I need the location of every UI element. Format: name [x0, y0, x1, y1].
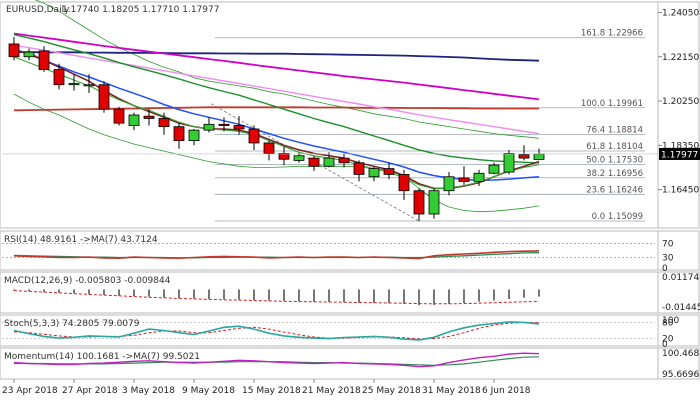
macd-label: MACD(12,26,9) -0.005803 -0.009844 — [4, 276, 171, 286]
rsi-tick-label: 70 — [662, 240, 674, 250]
candle-bearish — [338, 157, 350, 164]
momentum-label: Momentum(14) 100.1681 ->MA(7) 99.5021 — [4, 352, 200, 362]
candle-bearish — [278, 153, 290, 160]
candle-bearish — [113, 108, 125, 124]
fib-level-label: 161.8 1.22966 — [581, 29, 643, 39]
chart-title: EURUSD,Daily — [6, 5, 70, 15]
momentum-tick-label: 95.6696 — [662, 370, 699, 380]
current-price-tag — [659, 147, 700, 160]
date-tick-label: 15 May 2018 — [242, 386, 301, 396]
candle-bearish — [8, 43, 20, 58]
candle-bullish — [293, 155, 305, 161]
candle-bullish — [188, 129, 200, 142]
rsi-frame — [0, 230, 700, 271]
stoch-tick-label: 20 — [662, 335, 674, 345]
stoch-main-line — [13, 321, 540, 341]
rsi-tick-label: 0 — [662, 264, 668, 274]
date-tick-label: 21 May 2018 — [302, 386, 361, 396]
fib-level-label: 38.2 1.16956 — [586, 169, 643, 179]
macd-panel: 0.01174 -0.014452 — [0, 271, 700, 314]
candle-bearish — [53, 69, 65, 86]
candle-bearish — [158, 118, 170, 128]
macd-frame — [0, 271, 700, 314]
candle-bullish — [68, 83, 80, 86]
candle-bearish — [458, 177, 470, 182]
candle-bullish — [368, 168, 380, 178]
date-tick-label: 27 Apr 2018 — [62, 386, 118, 396]
stoch-tick-label: 100 — [662, 316, 679, 326]
candle-bullish — [83, 84, 95, 87]
fib-level-label: 50.0 1.17530 — [586, 155, 643, 165]
candle-bearish — [173, 126, 185, 142]
ohlc-readout: 1.17740 1.18205 1.17710 1.17977 — [62, 5, 219, 15]
price-tick-label: 1.16450 — [662, 186, 699, 196]
date-tick-label: 6 Jun 2018 — [482, 386, 531, 396]
candle-bullish — [488, 164, 500, 174]
momentum-tick-label: 100.4681 — [662, 349, 700, 359]
moving-average-line — [13, 33, 540, 164]
candle-bullish — [473, 172, 485, 182]
stoch-frame — [0, 314, 700, 347]
candle-bearish — [143, 115, 155, 119]
fib-level-label: 100.0 1.19961 — [581, 99, 643, 109]
moving-average-line — [14, 51, 540, 62]
fib-level-label: 23.6 1.16246 — [586, 185, 643, 195]
moving-average-line — [13, 32, 540, 101]
candle-bullish — [23, 51, 35, 58]
candle-bearish — [383, 168, 395, 175]
candle-bearish — [248, 128, 260, 144]
date-tick-label: 25 May 2018 — [362, 386, 421, 396]
macd-tick-label: -0.014452 — [662, 303, 700, 313]
rsi-line — [13, 250, 540, 260]
candle-bearish — [398, 174, 410, 192]
candle-bearish — [308, 157, 320, 167]
date-tick-label: 23 Apr 2018 — [2, 386, 58, 396]
candle-bearish — [38, 50, 50, 70]
price-tick-label: 1.22150 — [662, 53, 699, 63]
momentum-line — [13, 352, 540, 368]
current-price-label: 1.17977 — [661, 150, 698, 160]
price-tick-label: 1.24050 — [662, 8, 699, 18]
price-tick-label: 1.18350 — [662, 141, 699, 151]
momentum-panel: 100.4681 95.6696 — [0, 347, 700, 380]
stoch-label: Stoch(5,3,3) 74.2805 79.0079 — [4, 319, 140, 329]
date-tick-label: 9 May 2018 — [182, 386, 235, 396]
date-axis: 23 Apr 2018 27 Apr 2018 3 May 2018 9 May 20… — [2, 379, 531, 396]
candle-bearish — [518, 154, 530, 159]
candle-bullish — [323, 157, 335, 167]
candle-bearish — [353, 162, 365, 175]
macd-tick-label: 0.01174 — [662, 273, 699, 283]
fib-level-label: 76.4 1.18814 — [586, 125, 643, 135]
date-tick-label: 31 May 2018 — [422, 386, 481, 396]
stoch-tick-label: 0 — [662, 340, 668, 350]
candle-bearish — [98, 84, 110, 110]
stoch-tick-label: 80 — [662, 318, 674, 328]
candle-bullish — [503, 153, 515, 173]
bollinger-lower-line — [13, 93, 540, 213]
fib-level-label: 61.8 1.18104 — [586, 142, 643, 152]
candle-bullish — [533, 153, 545, 160]
moving-average-line — [13, 44, 540, 135]
candle-bullish — [203, 123, 215, 131]
macd-signal-line — [13, 290, 540, 305]
candle-bullish — [128, 114, 140, 126]
fib-level-label: 0.0 1.15099 — [592, 212, 643, 222]
candle-bullish — [443, 176, 455, 192]
date-tick-label: 3 May 2018 — [122, 386, 175, 396]
candle-bearish — [413, 190, 425, 215]
price-tick-label: 1.20250 — [662, 97, 699, 107]
rsi-panel: 70 300 — [0, 230, 700, 274]
candle-bearish — [218, 123, 230, 126]
candle-bullish — [428, 190, 440, 215]
rsi-tick-label: 30 — [662, 254, 674, 264]
rsi-label: RSI(14) 48.9161 ->MA(7) 43.7124 — [4, 235, 158, 245]
price-panel: 1.24050 1.22150 1.20250 1.18350 1.16450 161.8… — [0, 0, 700, 229]
candle-bearish — [233, 125, 245, 130]
candle-bearish — [263, 142, 275, 154]
bollinger-upper-line — [34, 0, 540, 139]
